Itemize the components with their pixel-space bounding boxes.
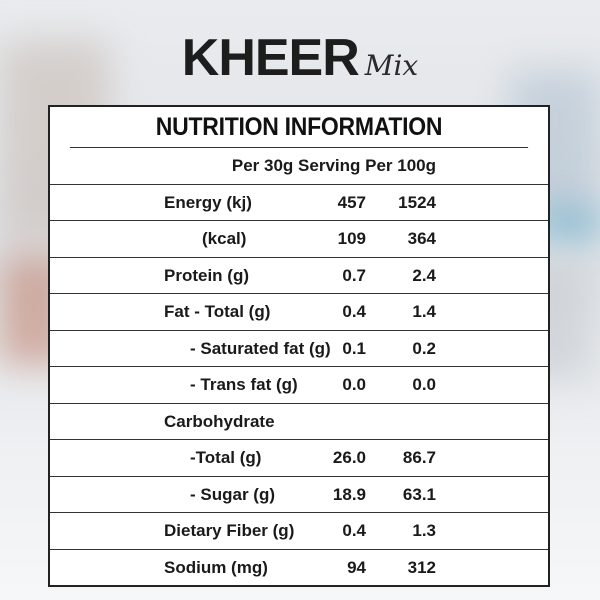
- row-label: Carbohydrate: [164, 411, 275, 431]
- row-label: - Trans fat (g): [190, 375, 298, 394]
- brand-script: Mix: [364, 49, 419, 82]
- per-serving-value: 94: [347, 557, 366, 577]
- per-serving-value: 0.7: [342, 265, 366, 285]
- table-row: -Total (g) 26.0 86.7: [50, 440, 548, 477]
- per-100g-value: 86.7: [402, 448, 436, 467]
- table-row: (kcal) 109 364: [50, 221, 548, 258]
- row-label: Energy (kj): [164, 192, 252, 212]
- per-serving-value: 0.4: [342, 302, 366, 321]
- table-row: Protein (g) 0.7 2.4: [50, 258, 548, 294]
- row-label: Fat - Total (g): [164, 302, 271, 321]
- per-100g-value: 1.4: [412, 302, 436, 321]
- background-blur: [540, 210, 600, 240]
- nutrition-table: NUTRITION INFORMATION Per 30g Serving Pe…: [48, 105, 550, 587]
- per-100g-value: 63.1: [402, 484, 436, 504]
- per-serving-value: 0.0: [342, 375, 366, 394]
- row-label: Protein (g): [164, 265, 249, 285]
- per-100g-value: 312: [407, 557, 436, 577]
- table-row: Fat - Total (g) 0.4 1.4: [50, 294, 548, 331]
- row-label: (kcal): [202, 229, 247, 248]
- table-row: Carbohydrate: [50, 404, 548, 440]
- per-100g-value: 2.4: [412, 265, 436, 285]
- per-serving-value: 457: [337, 192, 366, 212]
- row-label: Dietary Fiber (g): [164, 521, 295, 540]
- row-label: - Sugar (g): [190, 484, 275, 504]
- table-row: Sodium (mg) 94 312: [50, 550, 548, 586]
- table-header-row: Per 30g Serving Per 100g: [50, 148, 548, 185]
- per-serving-value: 109: [337, 229, 366, 248]
- table-title: NUTRITION INFORMATION: [69, 107, 529, 148]
- per-serving-value: 0.1: [342, 338, 366, 358]
- per-100g-value: 0.2: [412, 338, 436, 358]
- per-serving-value: 18.9: [332, 484, 366, 504]
- per-100g-value: 364: [407, 229, 436, 248]
- column-header: Per 30g Serving Per 100g: [231, 156, 436, 175]
- table-row: Dietary Fiber (g) 0.4 1.3: [50, 513, 548, 550]
- per-100g-value: 0.0: [412, 375, 436, 394]
- table-row: - Trans fat (g) 0.0 0.0: [50, 367, 548, 404]
- row-label: -Total (g): [190, 448, 262, 467]
- table-row: - Sugar (g) 18.9 63.1: [50, 477, 548, 513]
- brand-logo: KHEER Mix: [0, 28, 600, 88]
- row-label: - Saturated fat (g): [190, 338, 331, 358]
- table-row: - Saturated fat (g) 0.1 0.2: [50, 331, 548, 367]
- brand-name: KHEER: [181, 29, 360, 87]
- per-serving-value: 0.4: [342, 521, 366, 540]
- per-100g-value: 1.3: [412, 521, 436, 540]
- per-100g-value: 1524: [398, 192, 436, 212]
- row-label: Sodium (mg): [164, 557, 268, 577]
- table-row: Energy (kj) 457 1524: [50, 185, 548, 221]
- per-serving-value: 26.0: [332, 448, 366, 467]
